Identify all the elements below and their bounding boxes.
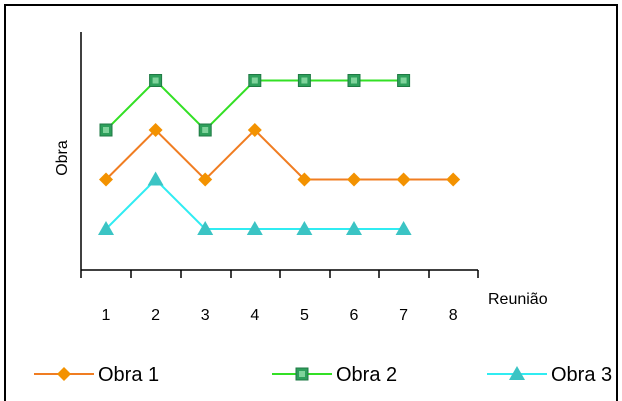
x-axis-label: Reunião	[488, 291, 548, 308]
axes: 1 2 3 4 5 6 7 8	[80, 32, 479, 324]
series-3	[98, 171, 412, 235]
data-point-triangle	[197, 221, 214, 235]
series-layer	[98, 74, 461, 235]
x-tick-label: 6	[350, 307, 359, 324]
x-tick-label: 4	[250, 307, 259, 324]
data-point-square	[248, 74, 262, 87]
data-point-diamond	[247, 123, 262, 137]
data-point-diamond	[446, 172, 461, 187]
x-tick-labels: 1 2 3 4 5 6 7 8	[102, 307, 458, 324]
data-point-diamond	[99, 172, 113, 187]
x-tick-marks	[80, 270, 479, 278]
legend-label: Obra 1	[98, 364, 159, 386]
x-tick-label: 1	[102, 307, 111, 324]
legend-item: Obra 1	[34, 364, 159, 386]
data-point-diamond	[148, 123, 163, 137]
data-point-triangle	[147, 171, 164, 186]
legend-label: Obra 2	[336, 364, 397, 386]
x-tick-label: 5	[300, 307, 309, 324]
data-point-triangle	[98, 221, 114, 235]
series-line	[105, 79, 404, 132]
data-point-triangle	[346, 221, 362, 235]
legend-label: Obra 3	[551, 364, 612, 386]
x-tick-label: 2	[151, 307, 160, 324]
data-point-square	[198, 123, 212, 137]
data-point-square	[99, 123, 113, 137]
data-point-square	[149, 74, 163, 87]
series-2	[99, 74, 411, 137]
series-line	[105, 128, 454, 181]
legend: Obra 1 Obra 2 Obra 3	[34, 364, 612, 386]
legend-marker-diamond	[57, 367, 71, 381]
legend-marker-square	[295, 367, 309, 381]
data-point-square	[297, 74, 311, 87]
legend-item: Obra 3	[487, 364, 612, 386]
data-point-diamond	[198, 172, 213, 187]
data-point-triangle	[296, 221, 313, 235]
data-point-square	[347, 74, 361, 87]
x-tick-label: 7	[399, 307, 408, 324]
legend-marker-triangle	[509, 366, 525, 380]
data-point-square	[397, 74, 411, 87]
data-point-diamond	[297, 172, 312, 187]
data-point-diamond	[396, 172, 411, 187]
data-point-triangle	[395, 221, 412, 235]
chart-border	[4, 4, 618, 401]
x-tick-label: 8	[449, 307, 458, 324]
x-tick-label: 3	[201, 307, 210, 324]
data-point-triangle	[246, 221, 263, 235]
legend-item: Obra 2	[272, 364, 397, 386]
series-1	[99, 123, 461, 187]
data-point-diamond	[347, 172, 361, 187]
y-axis-label: Obra	[54, 140, 71, 176]
